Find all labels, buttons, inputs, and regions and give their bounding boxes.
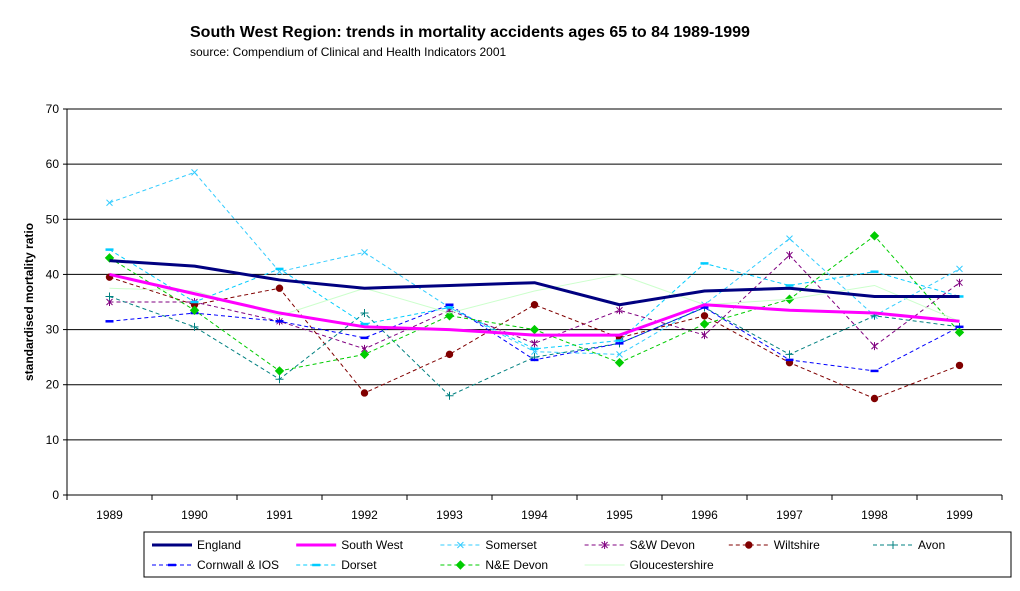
x-tick-label: 1996 [691, 508, 718, 522]
series-dorset [105, 248, 964, 351]
y-tick-label: 70 [46, 102, 60, 116]
legend-item-wiltshire: Wiltshire [728, 538, 820, 552]
axes [66, 109, 1002, 496]
series-england [109, 259, 960, 307]
gridlines [67, 108, 1002, 441]
data-point [529, 324, 540, 335]
chart-subtitle: source: Compendium of Clinical and Healt… [190, 45, 507, 59]
x-tick-label: 1994 [521, 508, 548, 522]
series-line-wiltshire [109, 276, 960, 399]
data-point [616, 306, 623, 315]
data-point [275, 284, 284, 292]
x-tick-label: 1992 [351, 508, 378, 522]
data-point [359, 349, 370, 360]
x-tick-label: 1997 [776, 508, 803, 522]
legend: England South West Somerset S&W Devon Wiltsh… [143, 531, 1012, 578]
data-point [455, 560, 466, 570]
series-line-south-west [109, 272, 960, 337]
y-tick-label: 40 [46, 267, 60, 281]
data-point [871, 342, 878, 351]
legend-item-gloucestershire: Gloucestershire [584, 558, 714, 572]
legend-item-n-e-devon: N&E Devon [440, 558, 548, 572]
data-point [786, 251, 793, 260]
data-point [360, 389, 369, 397]
data-point [870, 394, 879, 403]
y-tick-label: 60 [46, 157, 60, 171]
data-point [699, 319, 710, 329]
legend-label: Avon [918, 538, 945, 552]
series-lines [104, 169, 965, 403]
y-tick-label: 30 [46, 323, 60, 337]
data-point [190, 322, 199, 331]
data-point [191, 169, 198, 176]
y-axis-ticks: 0 10 20 30 40 50 60 70 [46, 102, 67, 502]
data-point [106, 199, 113, 207]
data-point [954, 327, 965, 338]
legend-item-england: England [152, 538, 241, 552]
data-point [700, 312, 709, 320]
series-cornwall-ios [105, 303, 964, 373]
x-tick-label: 1998 [861, 508, 888, 522]
x-tick-label: 1993 [436, 508, 463, 522]
data-point [616, 351, 623, 358]
data-point [745, 541, 753, 549]
y-tick-label: 20 [46, 378, 60, 392]
data-point [445, 391, 454, 400]
series-line-england [109, 259, 960, 307]
data-point [444, 311, 455, 321]
legend-label: S&W Devon [630, 538, 695, 552]
legend-item-avon: Avon [873, 538, 945, 552]
legend-item-cornwall-ios: Cornwall & IOS [152, 558, 279, 572]
data-point [869, 231, 880, 241]
legend-label: England [197, 538, 241, 552]
data-point [105, 292, 114, 301]
chart-title: South West Region: trends in mortality a… [190, 24, 750, 41]
data-point [701, 331, 708, 340]
legend-item-south-west: South West [296, 538, 404, 552]
y-tick-label: 50 [46, 212, 60, 226]
x-tick-label: 1999 [946, 508, 973, 522]
x-tick-label: 1995 [606, 508, 633, 522]
legend-item-dorset: Dorset [296, 558, 377, 572]
data-point [601, 541, 608, 549]
y-tick-label: 10 [46, 433, 60, 447]
data-point [530, 301, 539, 309]
data-point [955, 361, 964, 370]
data-point [786, 235, 793, 242]
series-line-avon [109, 296, 960, 397]
y-tick-label: 0 [52, 488, 59, 502]
x-tick-label: 1990 [181, 508, 208, 522]
data-point [360, 309, 369, 318]
x-axis-ticks: 1989 1990 1991 1992 1993 1994 1995 1996 1997 1998… [66, 495, 1003, 522]
legend-label: Wiltshire [774, 538, 820, 552]
legend-label: Dorset [341, 558, 377, 572]
series-south-west [109, 272, 960, 337]
data-point [274, 366, 285, 376]
x-tick-label: 1991 [266, 508, 293, 522]
legend-item-s-w-devon: S&W Devon [584, 538, 695, 552]
legend-label: South West [341, 538, 403, 552]
legend-label: N&E Devon [485, 558, 548, 572]
legend-item-somerset: Somerset [440, 538, 537, 552]
series-line-s-w-devon [109, 254, 960, 350]
data-point [531, 339, 538, 348]
data-point [189, 305, 200, 315]
data-point [275, 375, 284, 384]
data-point [457, 541, 464, 549]
y-axis-label: standardised mortality ratio [22, 223, 36, 381]
data-point [956, 278, 963, 287]
legend-label: Cornwall & IOS [197, 558, 279, 572]
series-somerset [106, 169, 963, 358]
legend-box [143, 531, 1012, 578]
legend-label: Somerset [485, 538, 537, 552]
data-point [614, 357, 625, 368]
data-point [956, 265, 963, 273]
x-tick-label: 1989 [96, 508, 123, 522]
data-point [785, 350, 794, 359]
data-point [445, 350, 454, 359]
legend-label: Gloucestershire [630, 558, 714, 572]
data-point [361, 249, 368, 256]
data-point [889, 541, 897, 549]
